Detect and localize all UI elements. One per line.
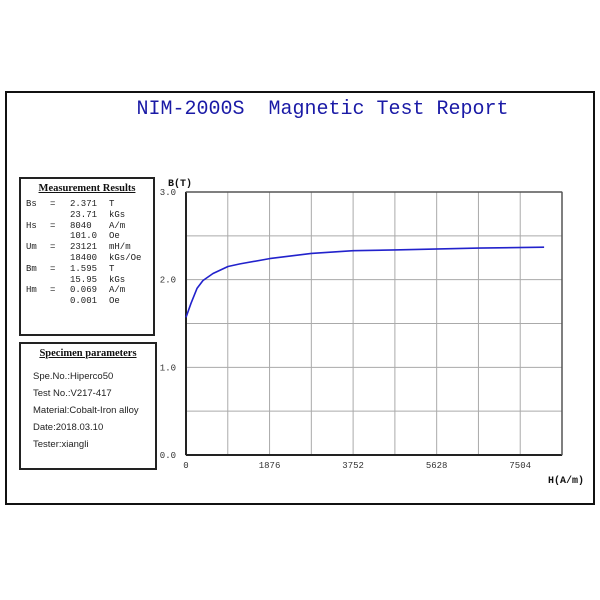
x-axis-label: H(A/m) [548, 475, 584, 487]
x-tick-label: 7504 [509, 461, 531, 471]
measurement-unit: kGs [109, 209, 126, 220]
measurement-eq: = [50, 220, 56, 231]
y-tick-label: 3.0 [160, 188, 176, 198]
specimen-parameters-panel: Specimen parameters Spe.No.:Hiperco50 Tes… [19, 342, 157, 470]
measurement-unit: A/m [109, 220, 126, 231]
measurement-value: 0.001 [70, 296, 98, 307]
measurement-value: 1.595 [70, 263, 98, 274]
measurement-row: Bs = 2.371 T [26, 199, 141, 210]
specimen-parameter: Spe.No.:Hiperco50 [33, 371, 114, 382]
measurement-row: Um = 23121 mH/m [26, 242, 141, 253]
y-tick-label: 1.0 [160, 363, 176, 373]
specimen-parameters-title: Specimen parameters [39, 348, 137, 359]
measurement-key: Bm [26, 263, 37, 274]
measurement-row: Bm = 1.595 T [26, 264, 141, 275]
measurement-unit: Oe [109, 231, 120, 242]
x-tick-label: 1876 [259, 461, 281, 471]
measurement-row: 15.95 kGs [26, 275, 141, 286]
x-tick-label: 0 [183, 461, 188, 471]
measurement-eq: = [50, 242, 56, 253]
x-tick-label: 3752 [342, 461, 364, 471]
measurement-row: 101.0 Oe [26, 231, 141, 242]
measurement-unit: kGs/Oe [109, 252, 142, 263]
measurement-eq: = [50, 263, 56, 274]
bh-curve-line [185, 246, 545, 318]
measurement-unit: Oe [109, 296, 120, 307]
measurement-value: 18400 [70, 252, 98, 263]
measurement-value: 23.71 [70, 209, 98, 220]
measurement-value: 0.069 [70, 285, 98, 296]
measurement-row: 0.001 Oe [26, 296, 141, 307]
measurement-value: 23121 [70, 242, 98, 253]
measurement-eq: = [50, 285, 56, 296]
measurement-unit: A/m [109, 285, 126, 296]
specimen-parameters-list: Spe.No.:Hiperco50 Test No.:V217-417 Materi… [33, 368, 139, 453]
measurement-row: Hm = 0.069 A/m [26, 285, 141, 296]
measurement-row: 18400 kGs/Oe [26, 253, 141, 264]
measurement-results-list: Bs = 2.371 T 23.71 kGs Hs = 8040 A/m 101.0 Oe Um = 231… [26, 199, 141, 307]
measurement-key: Um [26, 242, 37, 253]
y-tick-label: 2.0 [160, 276, 176, 286]
measurement-results-panel: Measurement Results Bs = 2.371 T 23.71 kGs Hs =… [19, 177, 155, 336]
measurement-key: Hm [26, 285, 37, 296]
measurement-unit: mH/m [109, 242, 131, 253]
measurement-unit: kGs [109, 274, 126, 285]
measurement-row: Hs = 8040 A/m [26, 221, 141, 232]
measurement-results-title: Measurement Results [38, 183, 136, 194]
x-tick-label: 5628 [426, 461, 448, 471]
measurement-value: 8040 [70, 220, 92, 231]
y-axis-label: B(T) [168, 178, 192, 190]
measurement-value: 2.371 [70, 199, 98, 209]
report-frame [5, 91, 595, 505]
measurement-unit: T [109, 263, 115, 274]
specimen-parameter: Date:2018.03.10 [33, 422, 104, 433]
specimen-parameter: Material:Cobalt-Iron alloy [33, 405, 139, 416]
specimen-parameter: Tester:xiangli [33, 439, 89, 450]
measurement-row: 23.71 kGs [26, 210, 141, 221]
measurement-value: 15.95 [70, 274, 98, 285]
measurement-key: Hs [26, 220, 37, 231]
measurement-unit: T [109, 199, 115, 209]
y-tick-label: 0.0 [160, 451, 176, 461]
measurement-value: 101.0 [70, 231, 98, 242]
specimen-parameter: Test No.:V217-417 [33, 388, 112, 399]
measurement-key: Bs [26, 199, 37, 209]
measurement-eq: = [50, 199, 56, 209]
report-title: NIM-2000S Magnetic Test Report [136, 98, 509, 121]
